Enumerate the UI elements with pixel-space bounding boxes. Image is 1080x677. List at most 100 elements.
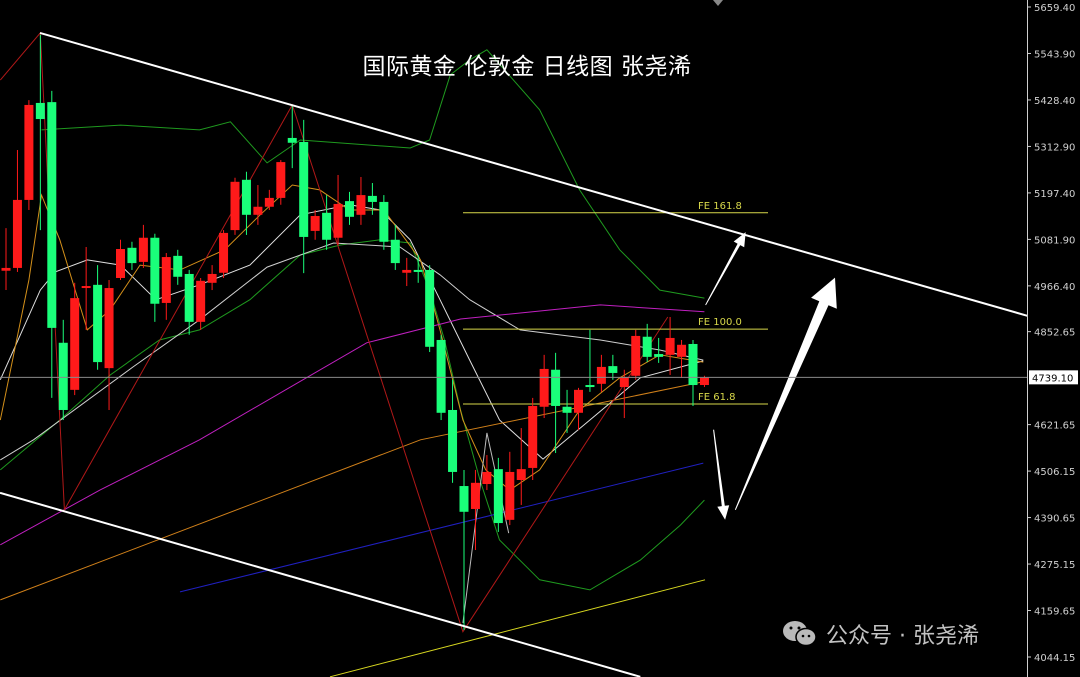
fe-level-label: FE 100.0	[698, 317, 742, 328]
candle-body	[596, 366, 606, 384]
candle-body	[12, 199, 22, 268]
candle-body	[345, 201, 354, 217]
candle-body	[116, 249, 125, 278]
candle	[299, 119, 309, 274]
candle-body	[310, 216, 320, 231]
candle	[196, 277, 206, 330]
candle	[551, 352, 561, 454]
candle	[35, 34, 45, 231]
trendline	[0, 491, 641, 677]
candle	[608, 354, 618, 380]
candle-body	[379, 201, 389, 242]
candle-body	[322, 212, 332, 240]
candle-body	[539, 368, 549, 407]
candle	[390, 224, 400, 270]
candle	[482, 455, 492, 491]
candle-body	[425, 269, 435, 347]
candle-body	[138, 237, 148, 262]
candle	[596, 354, 606, 392]
indicator-line-8	[329, 579, 706, 677]
candle	[264, 189, 274, 210]
candle	[47, 90, 57, 398]
candle-body	[333, 203, 343, 238]
indicator-line-3	[0, 242, 704, 461]
axis-tick-label: 5428.40	[1034, 96, 1075, 107]
candle	[516, 428, 526, 505]
candle	[688, 339, 698, 406]
candle-body	[184, 273, 194, 322]
candle	[310, 209, 320, 240]
price-axis[interactable]: 5659.40 5543.90 5428.40 5312.90 5197.40 5081.…	[1027, 3, 1078, 664]
candle-body	[562, 406, 572, 413]
candle	[528, 397, 538, 480]
candle-body	[58, 342, 68, 410]
candle-body	[631, 335, 641, 376]
candle-body	[356, 195, 366, 215]
candle	[425, 265, 435, 353]
axis-tick-label: 4966.40	[1034, 282, 1075, 293]
candle-body	[173, 255, 183, 277]
candle	[207, 265, 217, 291]
candle	[276, 160, 286, 205]
axis-tick-label: 5543.90	[1034, 49, 1075, 60]
candle-body	[493, 469, 503, 524]
candle	[470, 469, 480, 551]
candle-body	[470, 482, 480, 509]
axis-tick-label: 4275.15	[1034, 560, 1075, 571]
candle-body	[677, 344, 687, 357]
candle-body	[70, 298, 80, 390]
axis-tick-label: 4044.15	[1034, 653, 1075, 664]
candle	[241, 171, 251, 235]
forecast-arrow-icon	[713, 429, 730, 520]
candle-body	[219, 232, 229, 273]
candle	[631, 329, 641, 380]
candle-body	[287, 137, 297, 143]
candle-body	[207, 273, 217, 283]
candle	[333, 174, 343, 245]
candle	[150, 233, 160, 322]
candle-body	[264, 197, 274, 207]
candle-body	[436, 339, 446, 413]
candle-body	[299, 141, 309, 237]
candle-body	[402, 269, 412, 273]
candle-body	[574, 389, 583, 413]
candle	[161, 253, 171, 320]
candle-body	[230, 181, 240, 231]
candle-body	[608, 366, 618, 373]
fe-level-label: FE 161.8	[698, 201, 742, 212]
candle	[287, 104, 297, 169]
candle-body	[24, 104, 34, 200]
candle-body	[413, 269, 423, 272]
axis-tick-label: 4506.15	[1034, 467, 1075, 478]
axis-tick-label: 5081.90	[1034, 235, 1075, 246]
candle-body	[367, 195, 377, 202]
axis-panel	[1027, 0, 1080, 677]
candle	[574, 387, 583, 431]
chart-title: 国际黄金 伦敦金 日线图 张尧浠	[362, 54, 692, 80]
indicator-lines	[0, 31, 706, 677]
current-price-label: 4739.10	[1032, 373, 1073, 384]
indicator-line-1	[0, 239, 705, 591]
fe-level-label: FE 61.8	[698, 392, 736, 403]
candle-body	[1, 267, 11, 271]
candle	[116, 239, 125, 280]
axis-tick-label: 5197.40	[1034, 189, 1075, 200]
current-price-box	[1029, 370, 1078, 385]
scroll-marker-icon[interactable]	[713, 0, 723, 6]
candle-body	[654, 354, 664, 357]
axis-tick-label: 5312.90	[1034, 142, 1075, 153]
candle	[24, 100, 34, 210]
candle	[585, 329, 595, 392]
candle	[70, 282, 80, 396]
candle	[654, 337, 664, 363]
candle	[81, 247, 91, 330]
watermark: 公众号 · 张尧浠	[782, 618, 979, 650]
indicator-line-0	[41, 49, 705, 299]
candle-body	[241, 179, 251, 215]
forecast-arrow-icon	[734, 277, 837, 510]
candle	[173, 249, 183, 285]
candle	[184, 269, 194, 335]
wechat-icon	[783, 621, 817, 647]
candle	[253, 185, 263, 225]
indicator-line-4	[0, 184, 704, 491]
